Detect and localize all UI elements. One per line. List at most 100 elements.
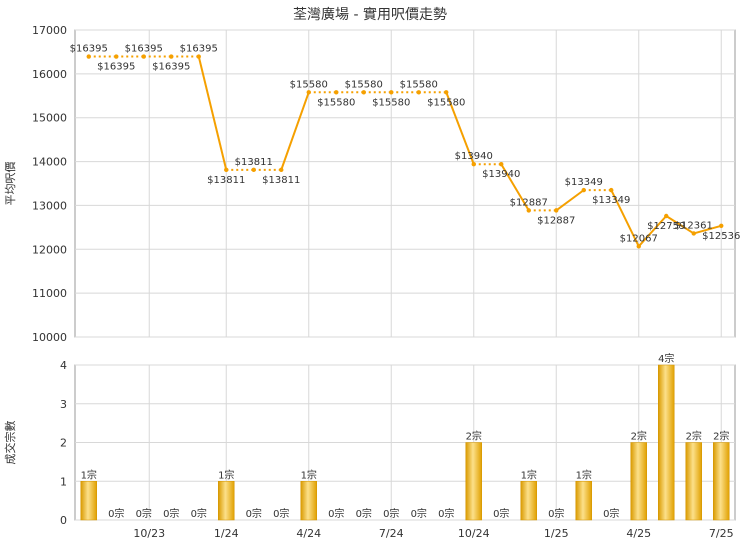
volume-data-label: 0宗 — [163, 507, 179, 520]
y-axis-label: 平均呎價 — [3, 162, 17, 206]
price-point — [691, 231, 696, 236]
volume-data-label: 1宗 — [576, 468, 592, 481]
price-line-segment — [693, 224, 722, 235]
x-tick-label: 4/25 — [626, 527, 651, 540]
price-point — [169, 54, 174, 59]
price-point — [416, 90, 421, 95]
y-tick-label: 13000 — [32, 199, 67, 212]
price-data-label: $12067 — [620, 233, 658, 244]
price-point — [719, 223, 724, 228]
price-point — [196, 54, 201, 59]
volume-bar — [520, 481, 537, 521]
x-tick-label: 7/24 — [379, 527, 404, 540]
volume-bar — [80, 481, 97, 521]
price-point — [444, 90, 449, 95]
price-data-label: $15580 — [345, 79, 383, 90]
volume-data-label: 2宗 — [631, 430, 647, 443]
price-chart-panel: 10000 11000 12000 13000 14000 15000 16000 17000… — [3, 24, 740, 344]
volume-data-label: 4宗 — [658, 352, 674, 365]
price-data-label: $15580 — [427, 97, 465, 108]
price-data-label: $13811 — [235, 157, 273, 168]
y-tick-label: 2 — [60, 437, 67, 450]
volume-data-label: 0宗 — [603, 507, 619, 520]
volume-chart-panel: 0 1 2 3 4 成交宗數 1宗 0宗 0宗 0宗 0宗 1宗 0宗 0宗 1宗 0宗 0宗 0宗 0宗 0宗 2宗 0… — [3, 352, 736, 540]
price-line-segment — [610, 189, 640, 247]
price-line-segment — [638, 215, 667, 248]
volume-data-label: 0宗 — [548, 507, 564, 520]
plot-frame — [74, 29, 736, 338]
price-data-label: $13940 — [455, 151, 493, 162]
volume-bar — [575, 481, 592, 521]
price-data-label: $13349 — [592, 195, 630, 206]
price-point — [141, 54, 146, 59]
volume-data-label: 2宗 — [686, 430, 702, 443]
price-line-segment — [555, 189, 585, 212]
volume-bar — [658, 364, 675, 521]
price-point — [251, 167, 256, 173]
y-tick-label: 4 — [60, 359, 67, 372]
price-point — [581, 187, 586, 193]
volume-data-label: 1宗 — [81, 468, 97, 481]
price-data-label: $16395 — [180, 44, 218, 55]
volume-bar — [218, 481, 235, 521]
price-point — [526, 208, 531, 213]
price-line-segment — [280, 91, 310, 171]
volume-bar — [685, 442, 702, 521]
price-data-label: $16395 — [125, 44, 163, 55]
y-tick-label: 15000 — [32, 112, 67, 125]
price-data-label: $15580 — [317, 97, 355, 108]
volume-bar — [300, 481, 317, 521]
price-point — [471, 162, 476, 167]
price-data-label: $12536 — [702, 231, 740, 242]
price-point — [279, 167, 284, 173]
price-point — [609, 187, 614, 193]
x-tick-label: 1/24 — [214, 527, 239, 540]
volume-data-label: 0宗 — [108, 507, 124, 520]
price-point — [499, 162, 504, 167]
price-line-segment — [500, 163, 530, 211]
y-tick-label: 17000 — [32, 24, 67, 37]
volume-data-label: 2宗 — [713, 430, 729, 443]
y-tick-label: 10000 — [32, 331, 67, 344]
y-tick-label: 12000 — [32, 243, 67, 256]
x-tick-label: 7/25 — [709, 527, 734, 540]
price-point — [664, 213, 669, 219]
price-data-label: $13940 — [482, 169, 520, 180]
volume-data-label: 1宗 — [218, 468, 234, 481]
y-tick-label: 16000 — [32, 68, 67, 81]
volume-data-label: 0宗 — [356, 507, 372, 520]
volume-data-label: 0宗 — [328, 507, 344, 520]
volume-bar — [713, 442, 730, 521]
y-tick-label: 14000 — [32, 156, 67, 169]
price-data-label: $15580 — [400, 79, 438, 90]
volume-bar — [630, 442, 647, 521]
chart-title: 荃灣廣場 - 實用呎價走勢 — [293, 7, 447, 23]
volume-data-label: 0宗 — [273, 507, 289, 520]
price-point — [86, 54, 91, 59]
price-data-label: $12887 — [537, 215, 575, 226]
price-line-segment — [197, 56, 228, 171]
volume-data-label: 0宗 — [136, 507, 152, 520]
y-axis-label: 成交宗數 — [3, 421, 17, 465]
price-point — [361, 90, 366, 95]
price-line-segment — [445, 91, 475, 165]
volume-data-label: 1宗 — [521, 468, 537, 481]
price-data-label: $16395 — [97, 62, 135, 73]
volume-data-label: 1宗 — [301, 468, 317, 481]
x-tick-label: 10/23 — [133, 527, 165, 540]
x-tick-label: 1/25 — [544, 527, 569, 540]
price-data-label: $15580 — [372, 97, 410, 108]
price-point — [334, 90, 339, 95]
price-point — [636, 244, 641, 249]
price-point — [224, 167, 229, 173]
volume-data-label: 0宗 — [493, 507, 509, 520]
x-tick-label: 10/24 — [458, 527, 490, 540]
volume-data-label: 0宗 — [191, 507, 207, 520]
price-data-label: $12887 — [510, 197, 548, 208]
price-data-label: $12759 — [647, 221, 685, 232]
volume-data-label: 0宗 — [383, 507, 399, 520]
volume-data-label: 2宗 — [466, 430, 482, 443]
price-line-segment — [665, 215, 695, 235]
y-tick-label: 0 — [60, 514, 67, 527]
